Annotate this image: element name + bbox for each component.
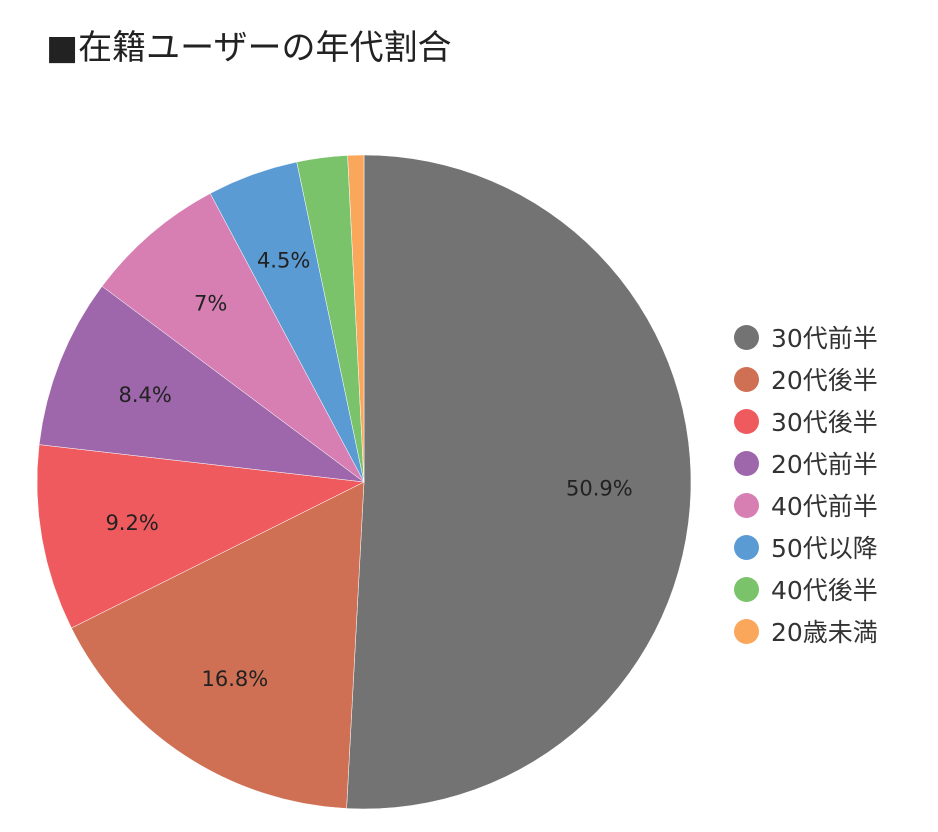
legend-item[interactable]: 30代前半 xyxy=(734,316,878,358)
slice-label-6: 4.5% xyxy=(257,249,310,273)
legend-swatch-icon xyxy=(734,576,759,602)
legend-swatch-icon xyxy=(734,534,759,560)
legend-item[interactable]: 30代後半 xyxy=(734,400,878,442)
legend-swatch-icon xyxy=(734,366,759,392)
legend-swatch-icon xyxy=(734,492,759,518)
pie-slice-3[interactable] xyxy=(36,444,365,629)
slice-label-4: 8.4% xyxy=(119,383,172,407)
legend-label: 50代以降 xyxy=(771,534,878,563)
legend-label: 40代後半 xyxy=(771,576,878,605)
legend-item[interactable]: 20代前半 xyxy=(734,442,878,484)
legend-swatch-icon xyxy=(734,324,759,350)
legend-label: 40代前半 xyxy=(771,492,878,521)
legend-swatch-icon xyxy=(734,408,759,434)
pie-slice-5[interactable] xyxy=(101,193,365,483)
legend-label: 20歳未満 xyxy=(771,618,878,647)
legend-label: 20代後半 xyxy=(771,366,878,395)
pie-slice-1[interactable] xyxy=(346,154,692,810)
chart-title: ■在籍ユーザーの年代割合 xyxy=(46,28,452,68)
legend: 30代前半 20代後半 30代後半 20代前半 40代前半 50代以降 40代後半 20歳未満 xyxy=(734,316,878,652)
slice-label-5: 7% xyxy=(194,291,227,315)
pie-slice-8[interactable] xyxy=(347,154,365,483)
slice-label-1: 50.9% xyxy=(566,476,633,500)
legend-item[interactable]: 50代以降 xyxy=(734,526,878,568)
legend-label: 30代後半 xyxy=(771,408,878,437)
legend-swatch-icon xyxy=(734,450,759,476)
legend-item[interactable]: 40代前半 xyxy=(734,484,878,526)
legend-item[interactable]: 20歳未満 xyxy=(734,610,878,652)
legend-item[interactable]: 20代後半 xyxy=(734,358,878,400)
pie-slice-4[interactable] xyxy=(38,285,365,483)
legend-label: 30代前半 xyxy=(771,324,878,353)
legend-swatch-icon xyxy=(734,618,759,644)
legend-item[interactable]: 40代後半 xyxy=(734,568,878,610)
pie-slice-2[interactable] xyxy=(71,481,365,809)
slice-label-2: 16.8% xyxy=(201,667,268,691)
slice-label-3: 9.2% xyxy=(105,511,158,535)
legend-label: 20代前半 xyxy=(771,450,878,479)
